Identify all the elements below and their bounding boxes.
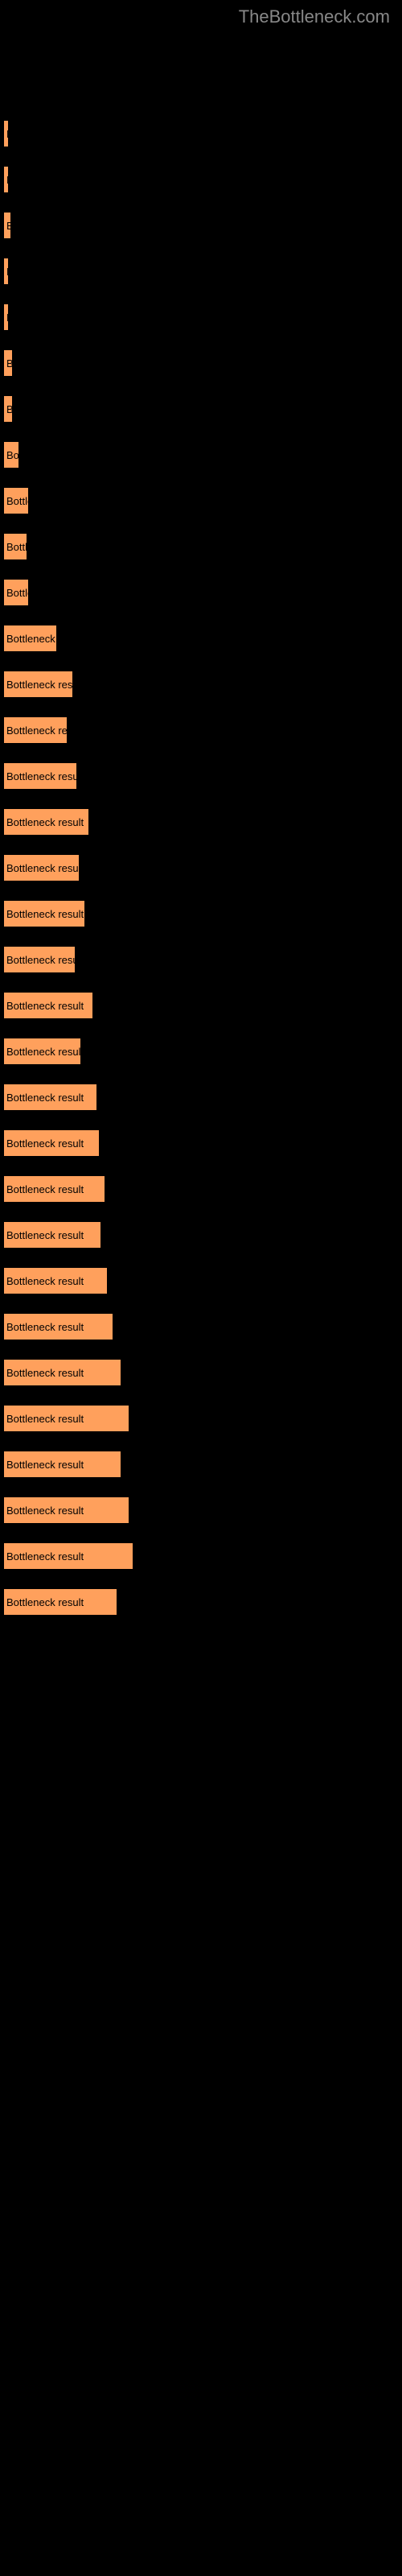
- bar-row: Bottleneck result: [4, 121, 402, 147]
- bar-row: Bottleneck result: [4, 947, 402, 972]
- bar-row: Bottleneck result: [4, 1268, 402, 1294]
- chart-bar: Bottleneck result: [4, 993, 92, 1018]
- chart-bar: Bottleneck result: [4, 947, 75, 972]
- bar-row: Bottleneck result: [4, 258, 402, 284]
- bar-row: Bottleneck result: [4, 671, 402, 697]
- watermark: TheBottleneck.com: [239, 6, 390, 27]
- bar-row: Bottleneck result: [4, 1360, 402, 1385]
- bar-row: Bottleneck result: [4, 993, 402, 1018]
- chart-bar: Bottleneck result: [4, 1268, 107, 1294]
- chart-bar: Bottleneck result: [4, 1084, 96, 1110]
- chart-bar: Bottleneck result: [4, 580, 28, 605]
- chart-bar: Bottleneck result: [4, 1314, 113, 1340]
- chart-bar: Bottleneck result: [4, 717, 67, 743]
- chart-bar: Bottleneck result: [4, 167, 8, 192]
- chart-bar: Bottleneck result: [4, 350, 12, 376]
- chart-bar: Bottleneck result: [4, 1406, 129, 1431]
- chart-bar: Bottleneck result: [4, 1589, 117, 1615]
- bar-row: Bottleneck result: [4, 1314, 402, 1340]
- chart-bar: Bottleneck result: [4, 1497, 129, 1523]
- chart-bar: Bottleneck result: [4, 901, 84, 927]
- chart-bar: Bottleneck result: [4, 213, 10, 238]
- chart-bar: Bottleneck result: [4, 258, 8, 284]
- bar-row: Bottleneck result: [4, 488, 402, 514]
- chart-bar: Bottleneck result: [4, 1176, 105, 1202]
- bar-row: Bottleneck result: [4, 1176, 402, 1202]
- bar-row: Bottleneck result: [4, 1038, 402, 1064]
- bar-row: Bottleneck result: [4, 1406, 402, 1431]
- chart-bar: Bottleneck result: [4, 855, 79, 881]
- bar-row: Bottleneck result: [4, 167, 402, 192]
- bar-row: Bottleneck result: [4, 1222, 402, 1248]
- chart-bar: Bottleneck result: [4, 1360, 121, 1385]
- chart-bar: Bottleneck result: [4, 1038, 80, 1064]
- bar-row: Bottleneck result: [4, 1497, 402, 1523]
- bar-row: Bottleneck result: [4, 350, 402, 376]
- chart-bar: Bottleneck result: [4, 671, 72, 697]
- bar-row: Bottleneck result: [4, 213, 402, 238]
- bar-row: Bottleneck result: [4, 580, 402, 605]
- bar-row: Bottleneck result: [4, 717, 402, 743]
- bar-row: Bottleneck result: [4, 1543, 402, 1569]
- bar-row: Bottleneck result: [4, 534, 402, 559]
- bar-row: Bottleneck result: [4, 1451, 402, 1477]
- bar-row: Bottleneck result: [4, 625, 402, 651]
- chart-bar: Bottleneck result: [4, 488, 28, 514]
- bar-row: Bottleneck result: [4, 442, 402, 468]
- bar-row: Bottleneck result: [4, 809, 402, 835]
- chart-bar: Bottleneck result: [4, 1130, 99, 1156]
- bar-row: Bottleneck result: [4, 763, 402, 789]
- chart-bar: Bottleneck result: [4, 121, 8, 147]
- bar-row: Bottleneck result: [4, 1589, 402, 1615]
- chart-bar: Bottleneck result: [4, 1451, 121, 1477]
- chart-bar: Bottleneck result: [4, 809, 88, 835]
- chart-bar: Bottleneck result: [4, 625, 56, 651]
- bar-chart: Bottleneck result Bottleneck result Bottle…: [0, 0, 402, 1615]
- chart-bar: Bottleneck result: [4, 1543, 133, 1569]
- bar-row: Bottleneck result: [4, 304, 402, 330]
- bar-row: Bottleneck result: [4, 1084, 402, 1110]
- chart-bar: Bottleneck result: [4, 763, 76, 789]
- chart-bar: Bottleneck result: [4, 396, 12, 422]
- chart-bar: Bottleneck result: [4, 1222, 100, 1248]
- chart-bar: Bottleneck result: [4, 304, 8, 330]
- chart-bar: Bottleneck result: [4, 442, 18, 468]
- bar-row: Bottleneck result: [4, 855, 402, 881]
- bar-row: Bottleneck result: [4, 396, 402, 422]
- bar-row: Bottleneck result: [4, 1130, 402, 1156]
- chart-bar: Bottleneck result: [4, 534, 27, 559]
- bar-row: Bottleneck result: [4, 901, 402, 927]
